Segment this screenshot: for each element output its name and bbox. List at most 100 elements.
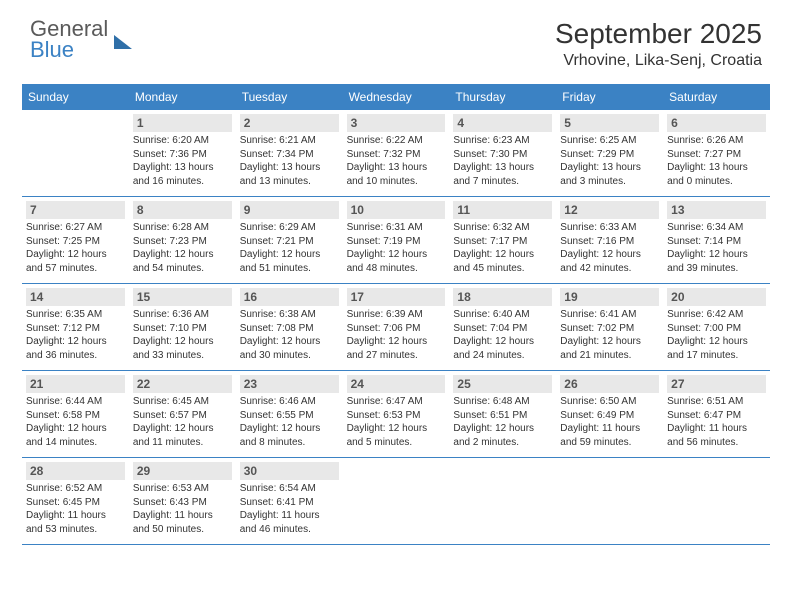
weekday-tuesday: Tuesday: [236, 84, 343, 110]
day-cell-10: 10 Sunrise: 6:31 AMSunset: 7:19 PMDayligh…: [343, 197, 450, 283]
sun-info: Sunrise: 6:53 AMSunset: 6:43 PMDaylight:…: [133, 482, 232, 536]
day-cell-1: 1 Sunrise: 6:20 AMSunset: 7:36 PMDaylight…: [129, 110, 236, 196]
day-number: 3: [347, 114, 446, 132]
weekday-thursday: Thursday: [449, 84, 556, 110]
day-number: 10: [347, 201, 446, 219]
sun-info: Sunrise: 6:20 AMSunset: 7:36 PMDaylight:…: [133, 134, 232, 188]
day-number: 26: [560, 375, 659, 393]
sun-info: Sunrise: 6:50 AMSunset: 6:49 PMDaylight:…: [560, 395, 659, 449]
sun-info: Sunrise: 6:38 AMSunset: 7:08 PMDaylight:…: [240, 308, 339, 362]
empty-cell: [449, 458, 556, 544]
day-number: 13: [667, 201, 766, 219]
day-cell-17: 17 Sunrise: 6:39 AMSunset: 7:06 PMDayligh…: [343, 284, 450, 370]
sun-info: Sunrise: 6:48 AMSunset: 6:51 PMDaylight:…: [453, 395, 552, 449]
title-block: September 2025 Vrhovine, Lika-Senj, Croa…: [555, 18, 762, 70]
day-cell-14: 14Sunrise: 6:35 AMSunset: 7:12 PMDayligh…: [22, 284, 129, 370]
brand-text: General Blue: [30, 18, 108, 61]
day-number: 2: [240, 114, 339, 132]
day-number: 1: [133, 114, 232, 132]
day-number: 21: [26, 375, 125, 393]
week-row: 7Sunrise: 6:27 AMSunset: 7:25 PMDaylight…: [22, 197, 770, 284]
empty-cell: [343, 458, 450, 544]
day-number: 18: [453, 288, 552, 306]
sun-info: Sunrise: 6:46 AMSunset: 6:55 PMDaylight:…: [240, 395, 339, 449]
sun-info: Sunrise: 6:26 AMSunset: 7:27 PMDaylight:…: [667, 134, 766, 188]
sun-info: Sunrise: 6:47 AMSunset: 6:53 PMDaylight:…: [347, 395, 446, 449]
day-cell-29: 29 Sunrise: 6:53 AMSunset: 6:43 PMDayligh…: [129, 458, 236, 544]
header: General Blue September 2025 Vrhovine, Li…: [0, 0, 792, 78]
day-cell-20: 20Sunrise: 6:42 AMSunset: 7:00 PMDayligh…: [663, 284, 770, 370]
day-number: 5: [560, 114, 659, 132]
day-cell-22: 22 Sunrise: 6:45 AMSunset: 6:57 PMDayligh…: [129, 371, 236, 457]
day-number: 19: [560, 288, 659, 306]
brand-logo: General Blue: [30, 18, 132, 61]
day-cell-3: 3 Sunrise: 6:22 AMSunset: 7:32 PMDaylight…: [343, 110, 450, 196]
location-text: Vrhovine, Lika-Senj, Croatia: [555, 52, 762, 70]
weekday-wednesday: Wednesday: [343, 84, 450, 110]
sun-info: Sunrise: 6:28 AMSunset: 7:23 PMDaylight:…: [133, 221, 232, 275]
day-number: 28: [26, 462, 125, 480]
day-number: 24: [347, 375, 446, 393]
brand-line2: Blue: [30, 39, 108, 61]
sun-info: Sunrise: 6:31 AMSunset: 7:19 PMDaylight:…: [347, 221, 446, 275]
day-cell-12: 12Sunrise: 6:33 AMSunset: 7:16 PMDayligh…: [556, 197, 663, 283]
day-number: 4: [453, 114, 552, 132]
sun-info: Sunrise: 6:27 AMSunset: 7:25 PMDaylight:…: [26, 221, 125, 275]
sun-info: Sunrise: 6:32 AMSunset: 7:17 PMDaylight:…: [453, 221, 552, 275]
day-cell-19: 19Sunrise: 6:41 AMSunset: 7:02 PMDayligh…: [556, 284, 663, 370]
weekday-header: SundayMondayTuesdayWednesdayThursdayFrid…: [22, 84, 770, 110]
sun-info: Sunrise: 6:45 AMSunset: 6:57 PMDaylight:…: [133, 395, 232, 449]
day-number: 14: [26, 288, 125, 306]
day-number: 11: [453, 201, 552, 219]
day-cell-26: 26 Sunrise: 6:50 AMSunset: 6:49 PMDayligh…: [556, 371, 663, 457]
day-number: 23: [240, 375, 339, 393]
day-number: 16: [240, 288, 339, 306]
day-cell-2: 2 Sunrise: 6:21 AMSunset: 7:34 PMDaylight…: [236, 110, 343, 196]
day-cell-18: 18Sunrise: 6:40 AMSunset: 7:04 PMDayligh…: [449, 284, 556, 370]
sun-info: Sunrise: 6:22 AMSunset: 7:32 PMDaylight:…: [347, 134, 446, 188]
day-cell-28: 28 Sunrise: 6:52 AMSunset: 6:45 PMDayligh…: [22, 458, 129, 544]
sun-info: Sunrise: 6:36 AMSunset: 7:10 PMDaylight:…: [133, 308, 232, 362]
day-cell-25: 25Sunrise: 6:48 AMSunset: 6:51 PMDayligh…: [449, 371, 556, 457]
sun-info: Sunrise: 6:25 AMSunset: 7:29 PMDaylight:…: [560, 134, 659, 188]
day-number: 30: [240, 462, 339, 480]
day-number: 22: [133, 375, 232, 393]
day-cell-5: 5 Sunrise: 6:25 AMSunset: 7:29 PMDaylight…: [556, 110, 663, 196]
day-cell-27: 27Sunrise: 6:51 AMSunset: 6:47 PMDayligh…: [663, 371, 770, 457]
sun-info: Sunrise: 6:34 AMSunset: 7:14 PMDaylight:…: [667, 221, 766, 275]
day-number: 17: [347, 288, 446, 306]
week-row: 1 Sunrise: 6:20 AMSunset: 7:36 PMDaylight…: [22, 110, 770, 197]
sun-info: Sunrise: 6:52 AMSunset: 6:45 PMDaylight:…: [26, 482, 125, 536]
empty-cell: [663, 458, 770, 544]
day-cell-4: 4 Sunrise: 6:23 AMSunset: 7:30 PMDaylight…: [449, 110, 556, 196]
day-number: 6: [667, 114, 766, 132]
day-number: 20: [667, 288, 766, 306]
week-row: 21 Sunrise: 6:44 AMSunset: 6:58 PMDayligh…: [22, 371, 770, 458]
weekday-friday: Friday: [556, 84, 663, 110]
day-cell-7: 7Sunrise: 6:27 AMSunset: 7:25 PMDaylight…: [22, 197, 129, 283]
week-row: 28 Sunrise: 6:52 AMSunset: 6:45 PMDayligh…: [22, 458, 770, 545]
day-number: 8: [133, 201, 232, 219]
day-cell-24: 24 Sunrise: 6:47 AMSunset: 6:53 PMDayligh…: [343, 371, 450, 457]
sun-info: Sunrise: 6:21 AMSunset: 7:34 PMDaylight:…: [240, 134, 339, 188]
weekday-sunday: Sunday: [22, 84, 129, 110]
calendar-grid: 1 Sunrise: 6:20 AMSunset: 7:36 PMDaylight…: [22, 110, 770, 545]
day-cell-23: 23 Sunrise: 6:46 AMSunset: 6:55 PMDayligh…: [236, 371, 343, 457]
sun-info: Sunrise: 6:44 AMSunset: 6:58 PMDaylight:…: [26, 395, 125, 449]
weekday-saturday: Saturday: [663, 84, 770, 110]
day-cell-15: 15 Sunrise: 6:36 AMSunset: 7:10 PMDayligh…: [129, 284, 236, 370]
empty-cell: [22, 110, 129, 196]
calendar: SundayMondayTuesdayWednesdayThursdayFrid…: [0, 78, 792, 545]
week-row: 14Sunrise: 6:35 AMSunset: 7:12 PMDayligh…: [22, 284, 770, 371]
day-cell-30: 30Sunrise: 6:54 AMSunset: 6:41 PMDayligh…: [236, 458, 343, 544]
day-number: 15: [133, 288, 232, 306]
day-cell-13: 13 Sunrise: 6:34 AMSunset: 7:14 PMDayligh…: [663, 197, 770, 283]
day-number: 29: [133, 462, 232, 480]
sun-info: Sunrise: 6:39 AMSunset: 7:06 PMDaylight:…: [347, 308, 446, 362]
day-number: 9: [240, 201, 339, 219]
sun-info: Sunrise: 6:29 AMSunset: 7:21 PMDaylight:…: [240, 221, 339, 275]
day-cell-9: 9 Sunrise: 6:29 AMSunset: 7:21 PMDaylight…: [236, 197, 343, 283]
day-cell-8: 8 Sunrise: 6:28 AMSunset: 7:23 PMDaylight…: [129, 197, 236, 283]
sail-icon: [114, 35, 132, 49]
sun-info: Sunrise: 6:23 AMSunset: 7:30 PMDaylight:…: [453, 134, 552, 188]
